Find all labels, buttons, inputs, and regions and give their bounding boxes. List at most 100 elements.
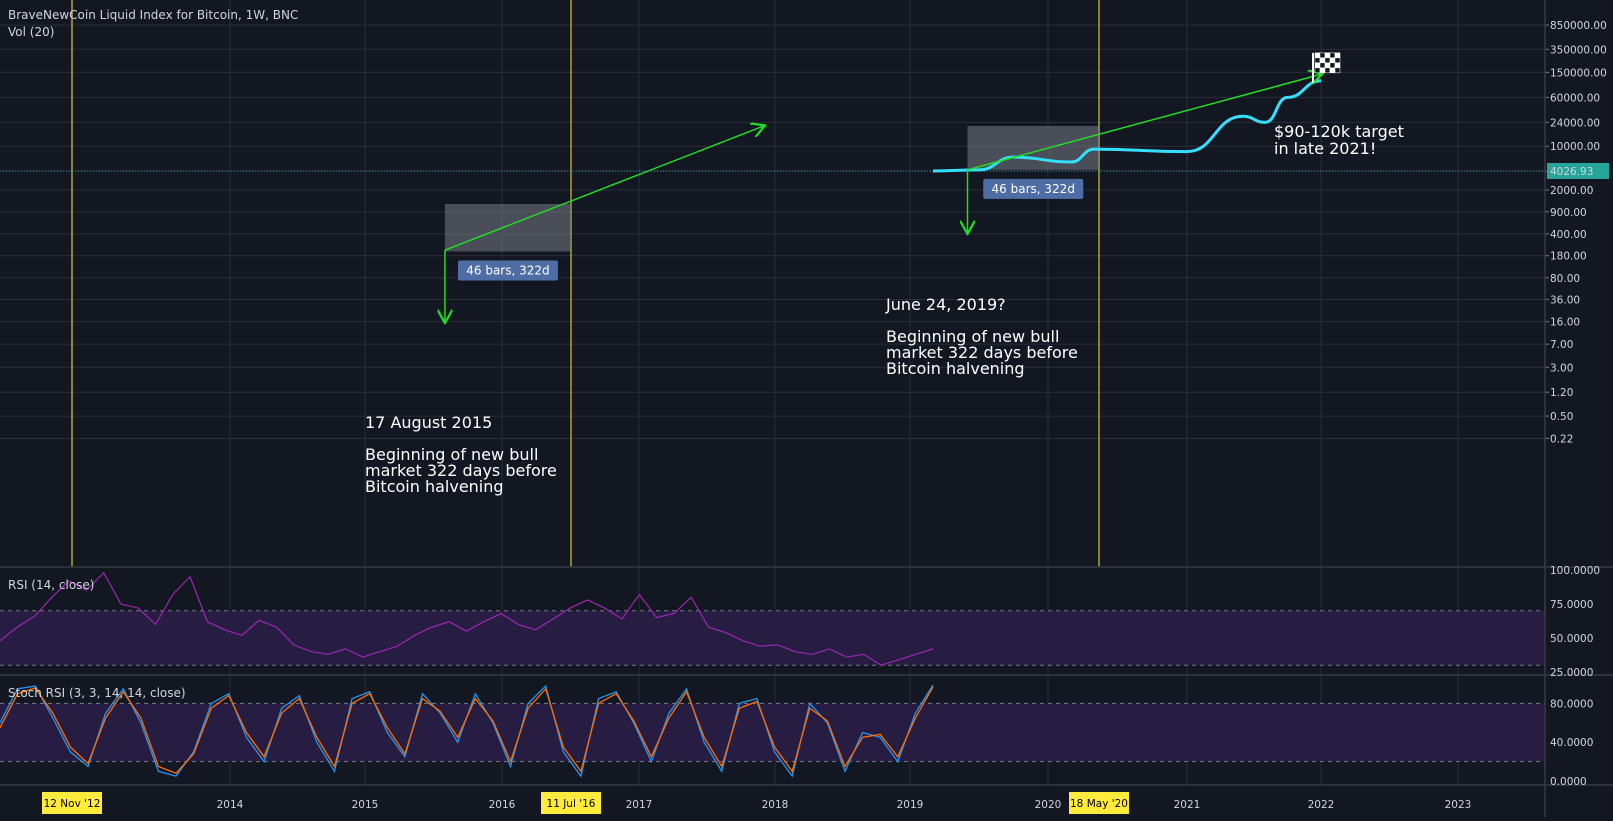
price-tick-label: 350000.00 bbox=[1550, 44, 1607, 56]
halving-date-flag-bg bbox=[1069, 792, 1129, 814]
price-tick-label: 10000.00 bbox=[1550, 141, 1600, 153]
checkered-flag-icon bbox=[1319, 62, 1326, 69]
range-tag: 46 bars, 322d bbox=[466, 263, 549, 277]
checkered-flag-icon bbox=[1324, 67, 1331, 74]
checkered-flag-icon bbox=[1324, 57, 1331, 64]
stoch-band bbox=[0, 703, 1545, 762]
annotation-right-line: Beginning of new bull bbox=[886, 327, 1059, 346]
time-tick-label: 2016 bbox=[489, 799, 516, 811]
stoch-layer bbox=[0, 684, 1545, 778]
checkered-flag-icon bbox=[1319, 57, 1326, 64]
price-tick-label: 16.00 bbox=[1550, 317, 1580, 329]
annotation-right-date: June 24, 2019? bbox=[885, 295, 1006, 314]
rsi-tick-label: 50.0000 bbox=[1550, 633, 1593, 645]
checkered-flag-icon bbox=[1334, 67, 1341, 74]
checkered-flag-icon bbox=[1329, 52, 1336, 59]
stoch-tick-label: 80.0000 bbox=[1550, 698, 1593, 710]
annotation-right-line: market 322 days before bbox=[886, 343, 1078, 362]
halving-date-flag: 18 May '20 bbox=[1070, 798, 1128, 810]
checkered-flag-icon bbox=[1334, 62, 1341, 69]
stoch-tick-label: 0.0000 bbox=[1550, 776, 1587, 788]
price-axis-bg bbox=[1545, 0, 1613, 817]
volume-indicator-label: Vol (20) bbox=[8, 25, 55, 39]
price-tick-label: 36.00 bbox=[1550, 295, 1580, 307]
trend-arrow bbox=[444, 126, 764, 251]
price-tick-label: 900.00 bbox=[1550, 207, 1587, 219]
price-tick-label: 180.00 bbox=[1550, 251, 1587, 263]
time-tick-label: 2017 bbox=[626, 799, 653, 811]
price-tick-label: 0.22 bbox=[1550, 433, 1573, 445]
checkered-flag-icon bbox=[1324, 62, 1331, 69]
rsi-tick-label: 75.0000 bbox=[1550, 599, 1593, 611]
stoch-rsi-indicator-label: Stoch RSI (3, 3, 14, 14, close) bbox=[8, 686, 186, 700]
checkered-flag-icon bbox=[1329, 62, 1336, 69]
checkered-flag-icon bbox=[1334, 52, 1341, 59]
checkered-flag-icon bbox=[1314, 57, 1321, 64]
annotation-left-line: Beginning of new bull bbox=[365, 445, 538, 464]
price-tick-label: 2000.00 bbox=[1550, 185, 1593, 197]
time-tick-label: 2023 bbox=[1445, 799, 1472, 811]
rsi-indicator-label: RSI (14, close) bbox=[8, 578, 95, 592]
date-range-box bbox=[444, 203, 571, 252]
halving-date-flag: 12 Nov '12 bbox=[44, 798, 101, 810]
time-tick-label: 2022 bbox=[1308, 799, 1335, 811]
annotation-target-line: in late 2021! bbox=[1274, 139, 1376, 158]
checkered-flag-icon bbox=[1314, 52, 1321, 59]
annotation-left-line: market 322 days before bbox=[365, 461, 557, 480]
stoch-d-line bbox=[0, 686, 934, 775]
halving-date-flag: 11 Jul '16 bbox=[547, 798, 596, 810]
time-tick-label: 2018 bbox=[762, 799, 789, 811]
price-tick-label: 7.00 bbox=[1550, 339, 1573, 351]
price-tick-label: 60000.00 bbox=[1550, 92, 1600, 104]
time-tick-label: 2020 bbox=[1035, 799, 1062, 811]
checkered-flag-icon bbox=[1324, 52, 1331, 59]
grid-layer bbox=[0, 0, 1545, 785]
price-tick-label: 24000.00 bbox=[1550, 117, 1600, 129]
annotation-left-date: 17 August 2015 bbox=[365, 413, 492, 432]
halving-date-flag-bg bbox=[541, 792, 601, 814]
arrow-layer bbox=[444, 52, 1341, 322]
checkered-flag-icon bbox=[1329, 67, 1336, 74]
price-tick-label: 3.00 bbox=[1550, 362, 1573, 374]
last-price-label-bg bbox=[1547, 162, 1609, 179]
time-tick-label: 2021 bbox=[1174, 799, 1201, 811]
checkered-flag-icon bbox=[1314, 62, 1321, 69]
price-tick-label: 400.00 bbox=[1550, 229, 1587, 241]
box-layer: 46 bars, 322d 46 bars, 322d bbox=[444, 125, 1099, 281]
date-range-box bbox=[967, 125, 1099, 170]
range-tag: 46 bars, 322d bbox=[992, 182, 1075, 196]
checkered-flag-icon bbox=[1319, 52, 1326, 59]
rsi-line bbox=[0, 571, 934, 666]
rsi-tick-label: 100.0000 bbox=[1550, 565, 1600, 577]
stoch-tick-label: 40.0000 bbox=[1550, 737, 1593, 749]
checkered-flag-icon bbox=[1319, 67, 1326, 74]
price-tick-label: 1.20 bbox=[1550, 387, 1573, 399]
trend-arrow bbox=[967, 74, 1322, 171]
rsi-tick-label: 25.0000 bbox=[1550, 667, 1593, 679]
checkered-flag-icon bbox=[1314, 67, 1321, 74]
price-tick-label: 150000.00 bbox=[1550, 67, 1607, 79]
range-tag-bg bbox=[983, 178, 1084, 199]
price-tick-label: 850000.00 bbox=[1550, 20, 1607, 32]
annotation-right-line: Bitcoin halvening bbox=[886, 359, 1025, 378]
checkered-flag-icon bbox=[1329, 57, 1336, 64]
symbol-title: BraveNewCoin Liquid Index for Bitcoin, 1… bbox=[8, 8, 299, 22]
last-price-label: 4026.93 bbox=[1550, 166, 1593, 178]
time-tick-label: 2019 bbox=[897, 799, 924, 811]
time-tick-label: 2015 bbox=[352, 799, 379, 811]
halving-layer bbox=[71, 0, 1100, 567]
annotation-left-line: Bitcoin halvening bbox=[365, 477, 504, 496]
time-tick-label: 2014 bbox=[217, 799, 244, 811]
price-tick-label: 0.50 bbox=[1550, 411, 1573, 423]
annotation-target-line: $90-120k target bbox=[1274, 122, 1404, 141]
range-tag-bg bbox=[457, 260, 558, 281]
rsi-band bbox=[0, 610, 1545, 666]
price-tick-label: 80.00 bbox=[1550, 273, 1580, 285]
rsi-layer bbox=[0, 571, 1545, 666]
checkered-flag-icon bbox=[1334, 57, 1341, 64]
halving-date-flag-bg bbox=[42, 792, 102, 814]
